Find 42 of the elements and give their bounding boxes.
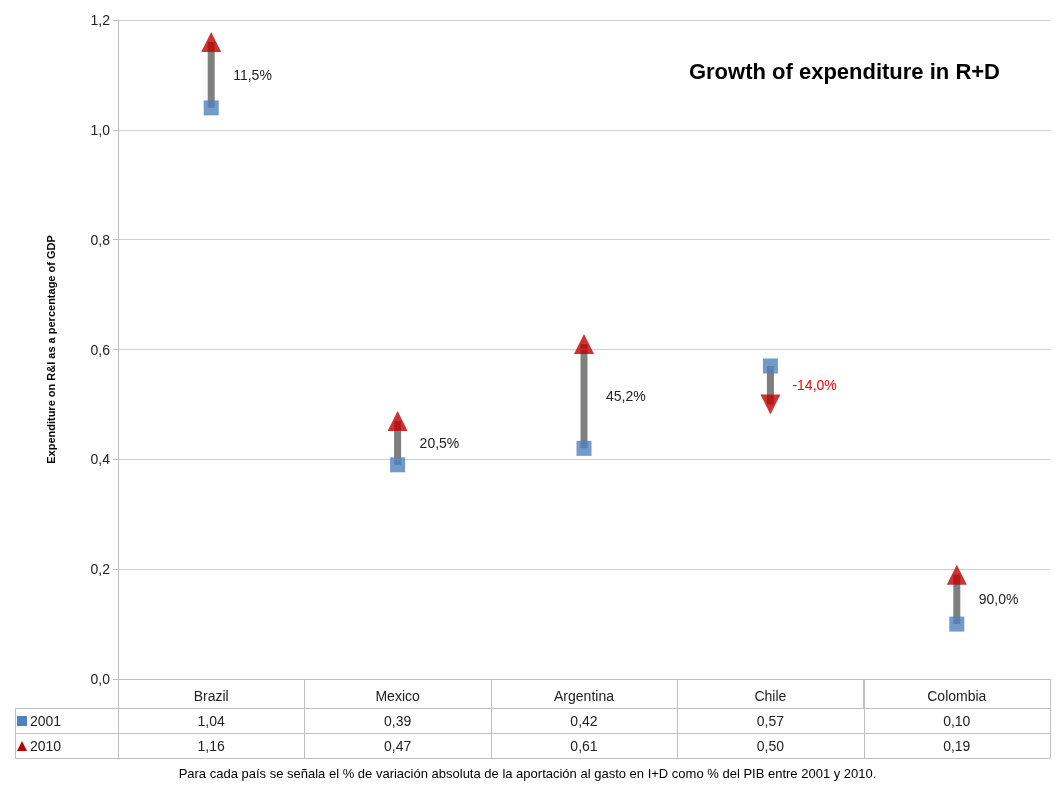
annotation: 20,5% [419, 434, 460, 451]
data-label: 1,04 [196, 711, 226, 731]
data-label: 0,61 [569, 736, 599, 756]
point [201, 31, 222, 52]
point [574, 334, 594, 355]
y-tick-label: 1,2 [90, 12, 111, 28]
x-tick-label: Mexico [375, 688, 420, 704]
x-tick-label: Chile [754, 688, 787, 704]
data-label: 0,57 [755, 711, 785, 731]
point [203, 100, 219, 116]
point [390, 457, 406, 473]
x-tick-label: Brazil [193, 688, 229, 704]
data-label: 0,19 [942, 736, 972, 756]
point [949, 616, 965, 632]
x-tick-label: Argentina [554, 688, 615, 704]
point [762, 358, 778, 374]
data-label: 0,42 [569, 711, 599, 731]
y-tick-label: 0,4 [90, 451, 111, 468]
y-tick-label: 0,0 [90, 671, 111, 687]
x-tick-label: Colombia [927, 688, 987, 704]
annotation: 45,2% [606, 388, 646, 405]
annotation: 11,5% [233, 66, 272, 83]
legend-label: 2010 [30, 737, 62, 754]
legend-label: 2001 [30, 712, 62, 729]
y-tick-label: 0,8 [90, 231, 111, 248]
point [576, 440, 592, 456]
annotation: 90,0% [978, 591, 1019, 608]
point [760, 394, 781, 415]
data-label: 1,16 [196, 736, 226, 756]
data-label: 0,39 [382, 711, 413, 731]
data-label: 0,50 [755, 736, 785, 756]
annotation: -14,0% [792, 377, 837, 394]
data-label: 0,47 [382, 736, 413, 756]
text: Para cada país se señala el % de variación absoluta de la aportación al gasto en I+D como % del PIB entre 2001 y 2010. [178, 766, 877, 781]
point [387, 410, 408, 431]
y-tick-label: 1,0 [90, 121, 111, 138]
y-axis-title: Expenditure on R&I as a percentage of GDP [44, 235, 57, 464]
text: Growth of expenditure in R+D [688, 58, 1001, 84]
y-tick-label: 0,6 [90, 341, 111, 358]
point [946, 564, 967, 585]
data-label: 0,10 [942, 711, 972, 731]
y-tick-label: 0,2 [90, 561, 111, 578]
